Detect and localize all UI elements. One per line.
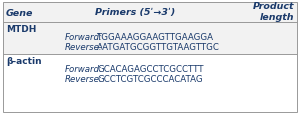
Text: Forward:: Forward: xyxy=(65,33,103,42)
Bar xyxy=(3,23,297,55)
Text: β-actin: β-actin xyxy=(6,56,42,65)
Text: TGGAAAGGAAGTTGAAGGA: TGGAAAGGAAGTTGAAGGA xyxy=(97,33,214,42)
Text: Forward:: Forward: xyxy=(65,65,103,74)
Bar xyxy=(3,55,297,86)
Text: Primers (5ʹ→3ʹ): Primers (5ʹ→3ʹ) xyxy=(95,8,175,17)
Bar xyxy=(3,3,297,23)
Text: MTDH: MTDH xyxy=(6,24,36,33)
Text: Product
length: Product length xyxy=(253,2,294,22)
Text: GCACAGAGCCTCGCCTTT: GCACAGAGCCTCGCCTTT xyxy=(97,65,203,74)
Text: Gene: Gene xyxy=(6,8,34,17)
Text: AATGATGCGGTTGTAAGTTGC: AATGATGCGGTTGTAAGTTGC xyxy=(97,42,220,51)
Text: Reverse:: Reverse: xyxy=(65,42,103,51)
Text: GCCTCGTCGCCCACATAG: GCCTCGTCGCCCACATAG xyxy=(97,74,202,83)
Text: Reverse:: Reverse: xyxy=(65,74,103,83)
